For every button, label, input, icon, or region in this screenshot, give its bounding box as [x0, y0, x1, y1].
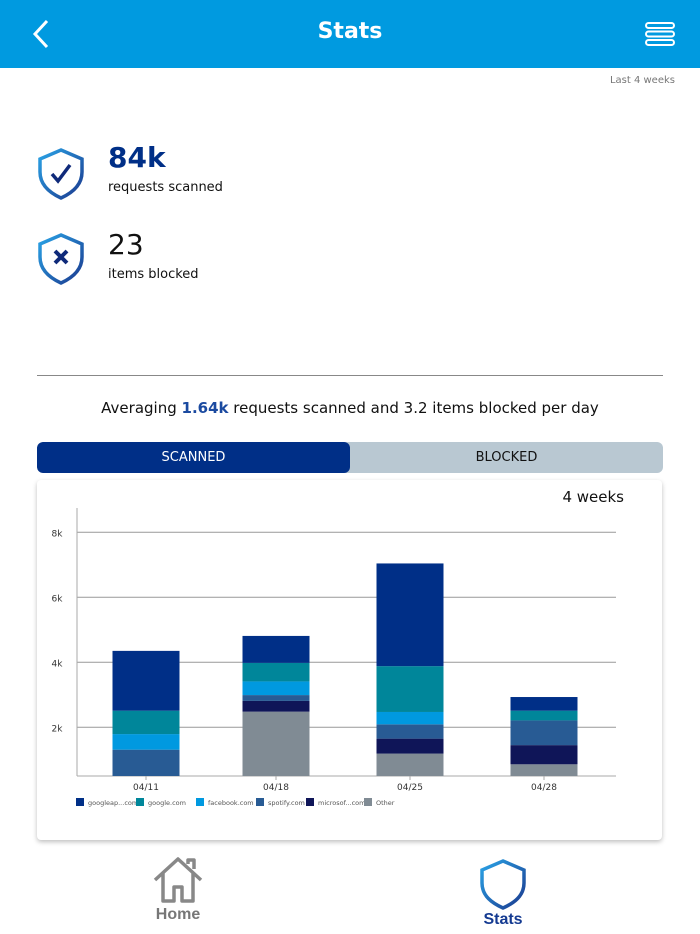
nav-stats[interactable]: Stats	[478, 858, 528, 929]
chevron-left-icon[interactable]	[30, 18, 52, 50]
legend-swatch	[306, 798, 314, 806]
x-tick-label: 04/11	[133, 783, 159, 793]
chart-range: 4 weeks	[562, 488, 624, 506]
x-tick-label: 04/28	[531, 783, 557, 793]
bar-segment	[510, 720, 578, 746]
bar-segment	[112, 749, 180, 776]
bar-segment	[112, 710, 180, 735]
bar-segment	[242, 695, 310, 701]
period-label: Last 4 weeks	[609, 75, 675, 86]
menu-icon[interactable]	[645, 22, 675, 46]
legend-swatch	[136, 798, 144, 806]
x-tick-label: 04/18	[263, 783, 289, 793]
tab-scanned[interactable]: SCANNED	[37, 442, 350, 473]
bar-segment	[376, 666, 444, 712]
legend-swatch	[256, 798, 264, 806]
shield-icon	[480, 859, 526, 910]
stacked-bar-chart: 2k 4k 6k 8k 04/11 04/18 04/25 04/28 googleap...c…	[52, 508, 616, 807]
y-tick-label: 6k	[52, 594, 64, 604]
chart-card: 4 weeks 2k 4k 6k 8k 04/11 04/18 04/25 04/28 goog…	[37, 480, 662, 840]
bar-segment	[242, 635, 310, 663]
legend-label: Other	[376, 799, 395, 807]
nav-stats-label: Stats	[483, 911, 523, 928]
blocked-value: 23	[108, 228, 144, 261]
average-requests: 1.64k	[181, 399, 229, 417]
bar-segment	[510, 745, 578, 765]
y-tick-label: 2k	[52, 724, 64, 734]
tab-blocked[interactable]: BLOCKED	[475, 450, 538, 465]
divider	[37, 375, 663, 376]
legend-swatch	[76, 798, 84, 806]
bar-segment	[112, 650, 180, 711]
bar-segment	[376, 753, 444, 776]
bar-segment	[376, 724, 444, 739]
bar-segment	[242, 711, 310, 776]
bar-segment	[112, 734, 180, 750]
bar-segment	[376, 738, 444, 754]
bar-segment	[376, 711, 444, 725]
nav-home[interactable]: Home	[150, 855, 206, 924]
segmented-control: SCANNED BLOCKED	[37, 442, 663, 473]
requests-value: 84k	[108, 141, 166, 174]
home-icon	[153, 857, 203, 903]
header: Stats	[0, 0, 700, 68]
blocked-label: items blocked	[108, 267, 199, 282]
page-title: Stats	[317, 19, 383, 44]
shield-check-icon	[38, 148, 84, 200]
legend-label: microsof...com	[318, 799, 365, 807]
y-tick-label: 8k	[52, 529, 64, 539]
average-summary: Averaging 1.64k requests scanned and 3.2…	[101, 399, 599, 417]
shield-x-icon	[38, 233, 84, 285]
legend-swatch	[196, 798, 204, 806]
bar-segment	[510, 764, 578, 776]
bar-segment	[510, 710, 578, 721]
bar-segment	[242, 681, 310, 696]
legend-label: google.com	[148, 799, 186, 807]
x-tick-label: 04/25	[397, 783, 423, 793]
legend-swatch	[364, 798, 372, 806]
legend-label: facebook.com	[208, 799, 254, 807]
bar-segment	[376, 563, 444, 667]
legend-label: spotify.com	[268, 799, 305, 807]
nav-home-label: Home	[155, 906, 201, 923]
bar-segment	[510, 697, 578, 711]
legend-label: googleap...com	[88, 799, 138, 807]
bar-segment	[242, 662, 310, 682]
y-tick-label: 4k	[52, 659, 64, 669]
requests-label: requests scanned	[108, 180, 223, 195]
bar-segment	[242, 700, 310, 712]
